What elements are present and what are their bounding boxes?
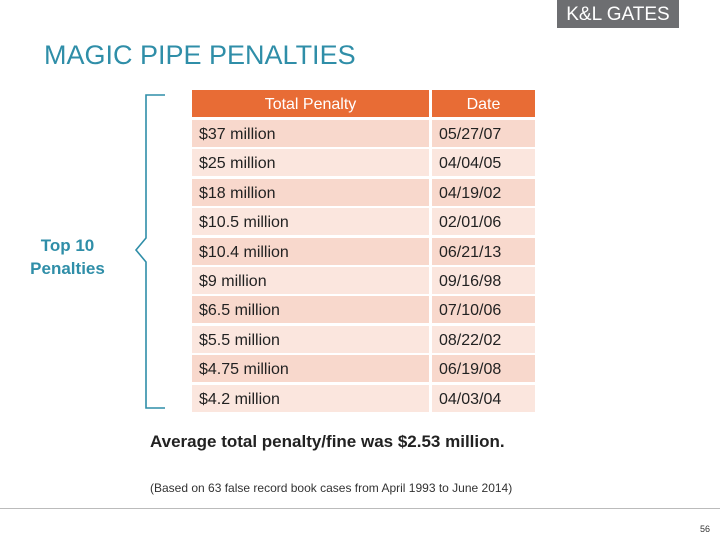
side-label-line: Top 10 (40, 236, 95, 255)
table-cell: 07/10/06 (432, 296, 535, 324)
table-cell: 04/04/05 (432, 149, 535, 177)
divider (0, 508, 720, 509)
table-cell: $4.75 million (192, 355, 429, 383)
side-label-line: Penalties (30, 259, 105, 278)
table-cell: 02/01/06 (432, 208, 535, 236)
page-number: 56 (699, 524, 710, 534)
table-cell: $5.5 million (192, 325, 429, 353)
table-cell: 05/27/07 (432, 120, 535, 147)
table-cell: 04/03/04 (432, 384, 535, 412)
table-cell: $4.2 million (192, 384, 429, 412)
table-cell: 06/19/08 (432, 355, 535, 383)
table-cell: $37 million (192, 120, 429, 147)
slide-title: MAGIC PIPE PENALTIES (44, 40, 356, 70)
table-cell: 04/19/02 (432, 178, 535, 206)
table-cell: $10.5 million (192, 208, 429, 236)
header-cell: Total Penalty (192, 90, 429, 117)
logo: K&L GATES (557, 0, 679, 28)
bracket-line (134, 94, 165, 409)
table-cell: 08/22/02 (432, 325, 535, 353)
side-label: Top 10 Penalties (20, 234, 115, 280)
table-cell: $10.4 million (192, 237, 429, 265)
table-cell: $18 million (192, 178, 429, 206)
header-cell: Date (432, 90, 535, 117)
footnote: (Based on 63 false record book cases fro… (150, 481, 513, 495)
table-cell: $25 million (192, 149, 429, 177)
table-cell: 09/16/98 (432, 267, 535, 294)
table-cell: 06/21/13 (432, 237, 535, 265)
table-cell: $6.5 million (192, 296, 429, 324)
bracket (134, 94, 165, 409)
summary: Average total penalty/fine was $2.53 mil… (150, 432, 505, 451)
table-cell: $9 million (192, 267, 429, 294)
